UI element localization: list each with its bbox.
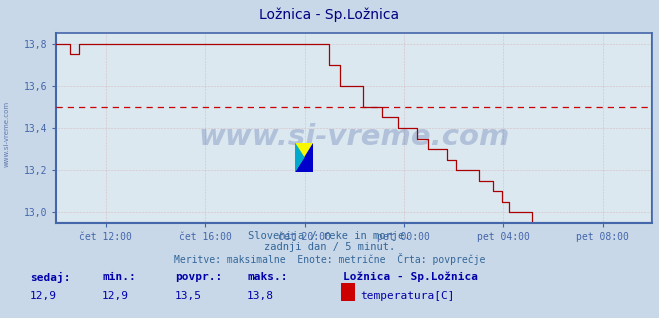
Text: www.si-vreme.com: www.si-vreme.com xyxy=(3,100,10,167)
Text: zadnji dan / 5 minut.: zadnji dan / 5 minut. xyxy=(264,242,395,252)
Text: www.si-vreme.com: www.si-vreme.com xyxy=(198,123,510,151)
Text: povpr.:: povpr.: xyxy=(175,272,222,282)
Text: Ložnica - Sp.Ložnica: Ložnica - Sp.Ložnica xyxy=(260,8,399,23)
Polygon shape xyxy=(295,143,313,172)
Text: temperatura[C]: temperatura[C] xyxy=(360,291,454,301)
Text: 13,8: 13,8 xyxy=(247,291,274,301)
Text: Slovenija / reke in morje.: Slovenija / reke in morje. xyxy=(248,231,411,240)
Polygon shape xyxy=(295,143,304,172)
Text: 12,9: 12,9 xyxy=(102,291,129,301)
Text: sedaj:: sedaj: xyxy=(30,272,70,283)
Text: maks.:: maks.: xyxy=(247,272,287,282)
Text: 13,5: 13,5 xyxy=(175,291,202,301)
Text: min.:: min.: xyxy=(102,272,136,282)
Text: Ložnica - Sp.Ložnica: Ložnica - Sp.Ložnica xyxy=(343,272,478,282)
Text: 12,9: 12,9 xyxy=(30,291,57,301)
Text: Meritve: maksimalne  Enote: metrične  Črta: povprečje: Meritve: maksimalne Enote: metrične Črta… xyxy=(174,253,485,265)
